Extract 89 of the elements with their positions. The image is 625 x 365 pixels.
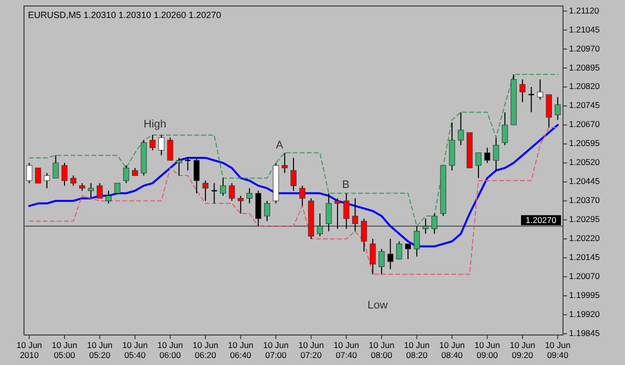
y-tick-label: 1.19920 [569,309,600,320]
candlestick [458,112,464,146]
candlestick [123,164,130,184]
candlestick [334,198,341,230]
y-tick-label: 1.20370 [569,195,600,206]
candlestick [158,134,164,156]
annotation: Low [367,299,388,312]
ref-line-label: 1.20270 [526,215,557,226]
y-tick-label: 1.20970 [569,43,600,54]
candlestick [176,157,182,176]
candlestick [150,134,156,151]
candlestick [475,152,482,179]
y-tick-label: 1.20820 [569,81,600,92]
x-tick-label: 10 Jun 05:40 [122,340,148,360]
y-tick-label: 1.19995 [569,290,600,300]
candlestick [546,94,552,128]
candlestick [62,162,68,186]
candlestick [106,190,112,204]
y-tick-label: 1.20145 [569,252,600,262]
x-tick-label: 10 Jun 08:20 [404,340,430,360]
candlestick [26,162,32,184]
candlestick [290,157,296,192]
annotation: High [144,118,166,130]
candlestick [299,185,306,206]
candlestick [52,154,59,179]
candlestick [316,213,323,237]
candlestick [264,200,270,222]
x-tick-label: 10 Jun 08:00 [368,340,395,360]
candlestick [343,192,350,230]
candlestick [396,240,402,260]
y-tick-label: 1.19845 [569,328,600,338]
candlestick [96,182,103,199]
x-tick-label: 10 Jun 07:20 [298,340,324,360]
candlestick [220,178,226,196]
candlestick [378,248,385,275]
x-tick-label: 10 Jun 06:20 [192,340,218,360]
candlestick [484,147,490,164]
annotation: A [276,139,284,152]
candlestick [202,180,208,202]
y-tick-label: 1.20070 [569,271,600,282]
x-tick-label: 10 Jun 06:40 [228,340,254,360]
candlestick [114,182,120,194]
x-tick-label: 10 Jun 09:00 [474,340,500,360]
candlestick [502,112,508,146]
y-tick-label: 1.20445 [569,176,600,186]
text: EURUSD,M5 1.20310 1.20310 1.20260 1.20270 [28,10,222,20]
y-tick-label: 1.20595 [569,138,600,148]
x-tick-label: 10 Jun 07:40 [334,340,360,360]
candlestick [387,238,394,270]
candlestick [422,218,429,234]
x-tick-label: 10 Jun 05:20 [86,340,113,360]
candlestick [493,137,500,171]
candlestick [167,137,174,161]
y-tick-label: 1.20670 [569,119,600,130]
y-tick-label: 1.20295 [569,214,600,224]
x-tick-label: 10 Jun 09:20 [510,340,536,360]
x-tick-label: 10 Jun 06:00 [157,340,184,360]
candlestick [210,182,218,204]
y-tick-label: 1.20895 [569,62,600,72]
candlestick [360,218,367,252]
candlestick [414,226,420,258]
x-tick-label: 10 Jun 05:00 [52,340,78,360]
candlestick [431,213,438,234]
candlestick [326,192,332,232]
candlestick [44,172,50,189]
candlestick [554,96,561,120]
candlestick [70,175,76,186]
candlestick [352,198,358,232]
candlestick [282,152,288,174]
candlestick [370,238,376,275]
candlestick [520,78,526,103]
x-tick-label: 10 Jun 08:40 [439,340,466,360]
candlestick [88,182,94,199]
x-tick-label: 10 Jun 07:00 [263,340,289,360]
y-tick-label: 1.21120 [569,5,600,16]
annotation: B [342,179,350,192]
x-tick-label: 10 Jun 09:40 [544,340,571,360]
candlestick [537,78,544,100]
y-tick-label: 1.21045 [569,24,600,34]
candlestick [405,243,411,260]
candlestick [194,157,200,194]
candlestick [238,195,244,214]
candlestick [35,167,42,184]
y-tick-label: 1.20745 [569,100,600,110]
candlestick [228,182,235,202]
y-tick-label: 1.20220 [569,233,600,244]
y-tick-label: 1.20520 [569,157,600,168]
candlestick [246,188,252,204]
x-tick-label: 10 Jun 2010 [16,340,42,360]
